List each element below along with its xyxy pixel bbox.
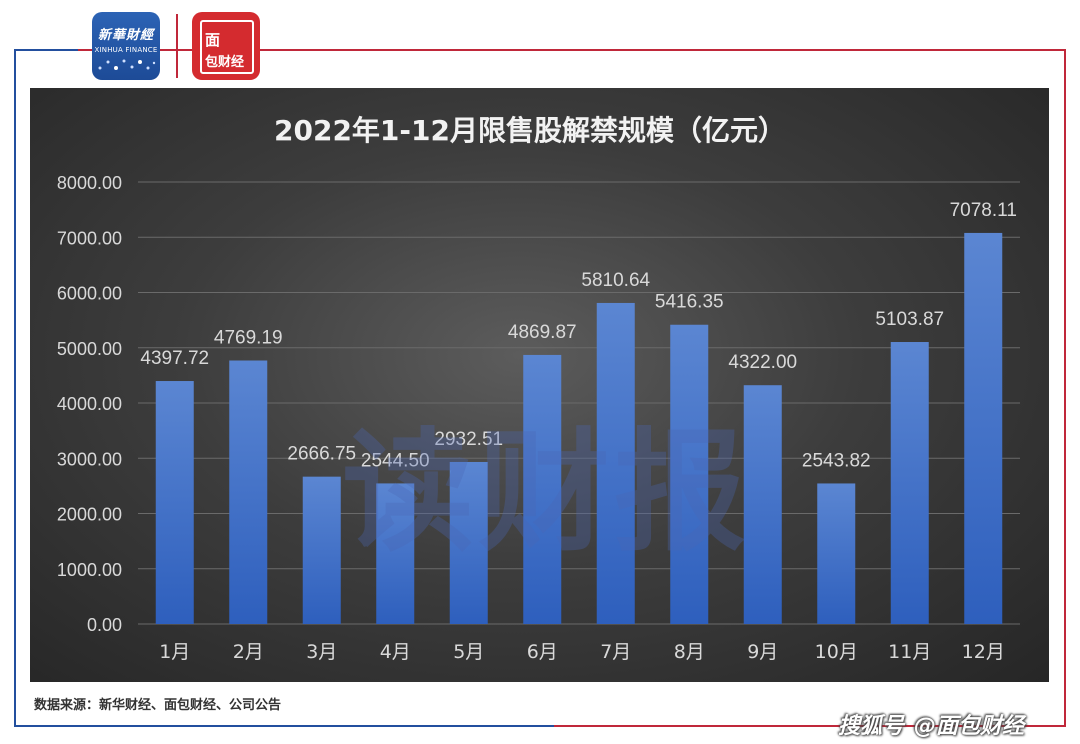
x-tick-label: 6月 <box>527 641 558 663</box>
mianbao-finance-logo: 面 包财经 <box>192 12 260 80</box>
xinhua-logo-dots-icon <box>98 59 156 70</box>
bar <box>376 483 415 624</box>
x-tick-label: 12月 <box>962 641 1005 663</box>
bar-value-label: 2666.75 <box>287 444 356 465</box>
x-tick-label: 1月 <box>159 641 190 663</box>
y-tick-label: 7000.00 <box>57 228 122 248</box>
xinhua-finance-logo: 新華財經 XINHUA FINANCE <box>92 12 160 80</box>
bar <box>817 483 856 624</box>
x-tick-label: 7月 <box>600 641 631 663</box>
x-tick-label: 10月 <box>815 641 858 663</box>
bar <box>964 232 1003 624</box>
bar <box>302 476 341 624</box>
bar-value-label: 5416.35 <box>655 292 724 313</box>
y-axis: 0.00 1000.00 2000.00 3000.00 4000.00 5000.00 6… <box>57 173 122 635</box>
bar-value-label: 2543.82 <box>802 450 871 471</box>
y-tick-label: 1000.00 <box>57 560 122 580</box>
bar <box>596 302 635 624</box>
logo-divider <box>176 14 178 78</box>
y-tick-label: 3000.00 <box>57 449 122 469</box>
bar-chart: 2022年1-12月限售股解禁规模（亿元） 0.00 1000.00 2000.00… <box>57 114 1020 663</box>
xinhua-logo-text: 新華財經 <box>97 28 154 43</box>
bar-value-label: 2932.51 <box>434 429 503 450</box>
mianbao-logo-frame <box>200 20 254 74</box>
bar-value-label: 4322.00 <box>728 352 797 373</box>
data-source-note: 数据来源：新华财经、面包财经、公司公告 <box>34 698 282 713</box>
x-axis: 1月 2月 3月 4月 5月 6月 7月 8月 9月 10月 11月 12月 <box>159 641 1005 663</box>
bar <box>743 385 782 624</box>
bar-value-label: 4397.72 <box>140 348 209 369</box>
bar <box>449 461 488 624</box>
footer-brand: 搜狐号 @面包财经 <box>838 708 1024 740</box>
y-tick-label: 0.00 <box>87 615 122 635</box>
bar-value-label: 4869.87 <box>508 322 577 343</box>
bar <box>670 324 709 624</box>
frame-bottom-left-border <box>14 725 554 727</box>
xinhua-logo-subtext: XINHUA FINANCE <box>94 46 158 54</box>
y-tick-label: 6000.00 <box>57 284 122 304</box>
y-tick-label: 4000.00 <box>57 394 122 414</box>
bar-value-label: 5103.87 <box>875 309 944 330</box>
x-tick-label: 5月 <box>453 641 484 663</box>
x-tick-label: 4月 <box>380 641 411 663</box>
mianbao-logo-text-top: 面 <box>205 31 221 49</box>
frame-right-border <box>1064 49 1066 727</box>
y-tick-label: 2000.00 <box>57 505 122 525</box>
frame-bottom-right-border <box>554 725 1066 727</box>
footer-platform: 搜狐号 <box>838 714 905 739</box>
frame-top-border <box>14 49 1066 51</box>
gridlines <box>138 181 1020 625</box>
y-tick-label: 5000.00 <box>57 339 122 359</box>
x-tick-label: 2月 <box>233 641 264 663</box>
chart-panel: 2022年1-12月限售股解禁规模（亿元） 0.00 1000.00 2000.00… <box>30 88 1049 682</box>
bar-value-label: 2544.50 <box>361 450 430 471</box>
bar-value-label: 7078.11 <box>950 200 1017 221</box>
mianbao-logo-text-bottom: 包财经 <box>205 55 245 70</box>
chart-title: 2022年1-12月限售股解禁规模（亿元） <box>274 114 786 147</box>
bar <box>523 354 562 624</box>
bar-value-label: 5810.64 <box>581 270 650 291</box>
frame-top-left-accent <box>14 49 78 51</box>
bar <box>155 381 194 624</box>
bar-value-label: 4769.19 <box>214 328 283 349</box>
y-tick-label: 8000.00 <box>57 173 122 193</box>
x-tick-label: 8月 <box>674 641 705 663</box>
x-tick-label: 9月 <box>747 641 778 663</box>
bar <box>890 342 929 624</box>
footer-account: @面包财经 <box>914 714 1025 739</box>
bar <box>229 360 268 624</box>
x-tick-label: 3月 <box>306 641 337 663</box>
x-tick-label: 11月 <box>888 641 931 663</box>
frame-left-border <box>14 49 16 727</box>
